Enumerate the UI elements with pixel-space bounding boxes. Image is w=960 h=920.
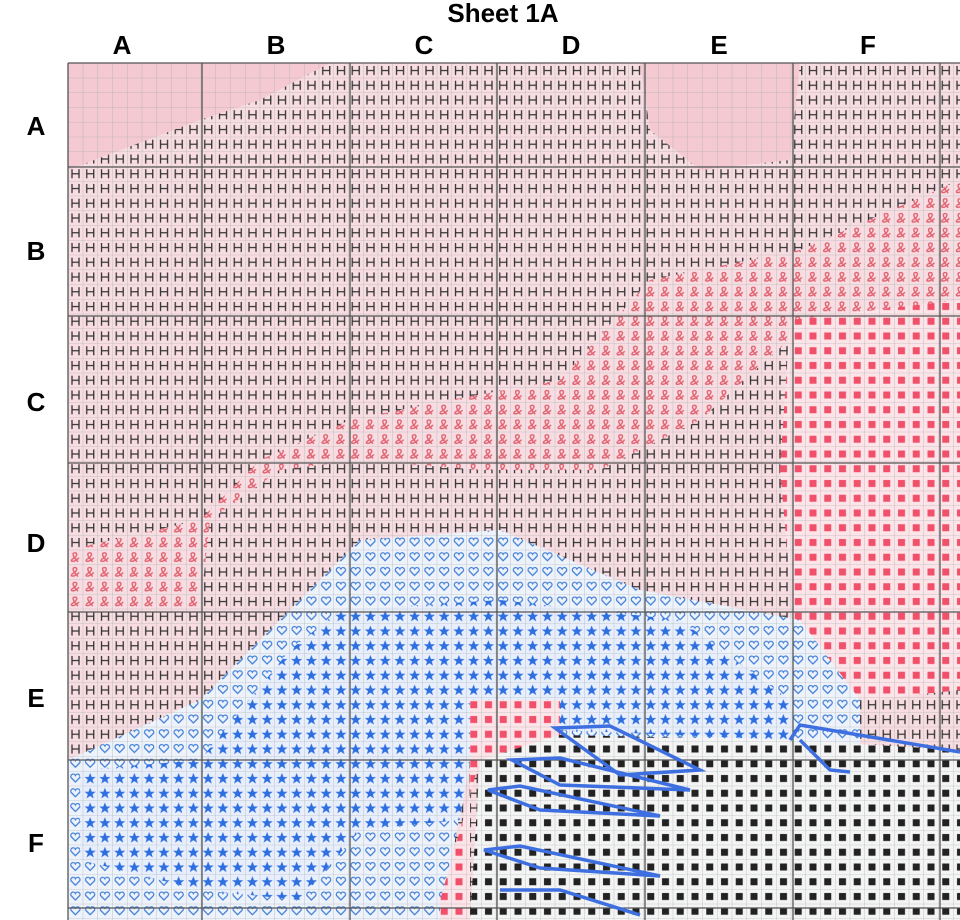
column-label: F — [860, 30, 876, 60]
outline — [788, 723, 960, 774]
minor-grid — [68, 63, 960, 920]
outline — [505, 756, 691, 792]
column-label: A — [113, 30, 132, 60]
column-label: C — [415, 30, 434, 60]
outline-strokes — [483, 723, 960, 917]
outline — [500, 888, 641, 917]
outline — [549, 724, 707, 777]
outline — [487, 784, 661, 818]
column-label: D — [562, 30, 581, 60]
column-label: E — [710, 30, 727, 60]
row-label: E — [27, 683, 44, 713]
sheet-title: Sheet 1A — [447, 0, 558, 28]
outline — [483, 844, 661, 878]
row-label: C — [27, 387, 46, 417]
row-label: D — [27, 528, 46, 558]
row-label: B — [27, 236, 46, 266]
row-label: A — [27, 111, 46, 141]
column-label: B — [267, 30, 286, 60]
row-label: F — [28, 828, 44, 858]
major-grid — [67, 62, 960, 920]
stitch-areas — [68, 63, 960, 920]
